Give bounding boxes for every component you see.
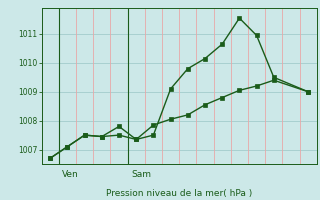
Text: Ven: Ven: [62, 170, 79, 179]
Text: Pression niveau de la mer( hPa ): Pression niveau de la mer( hPa ): [106, 189, 252, 198]
Text: Sam: Sam: [131, 170, 151, 179]
